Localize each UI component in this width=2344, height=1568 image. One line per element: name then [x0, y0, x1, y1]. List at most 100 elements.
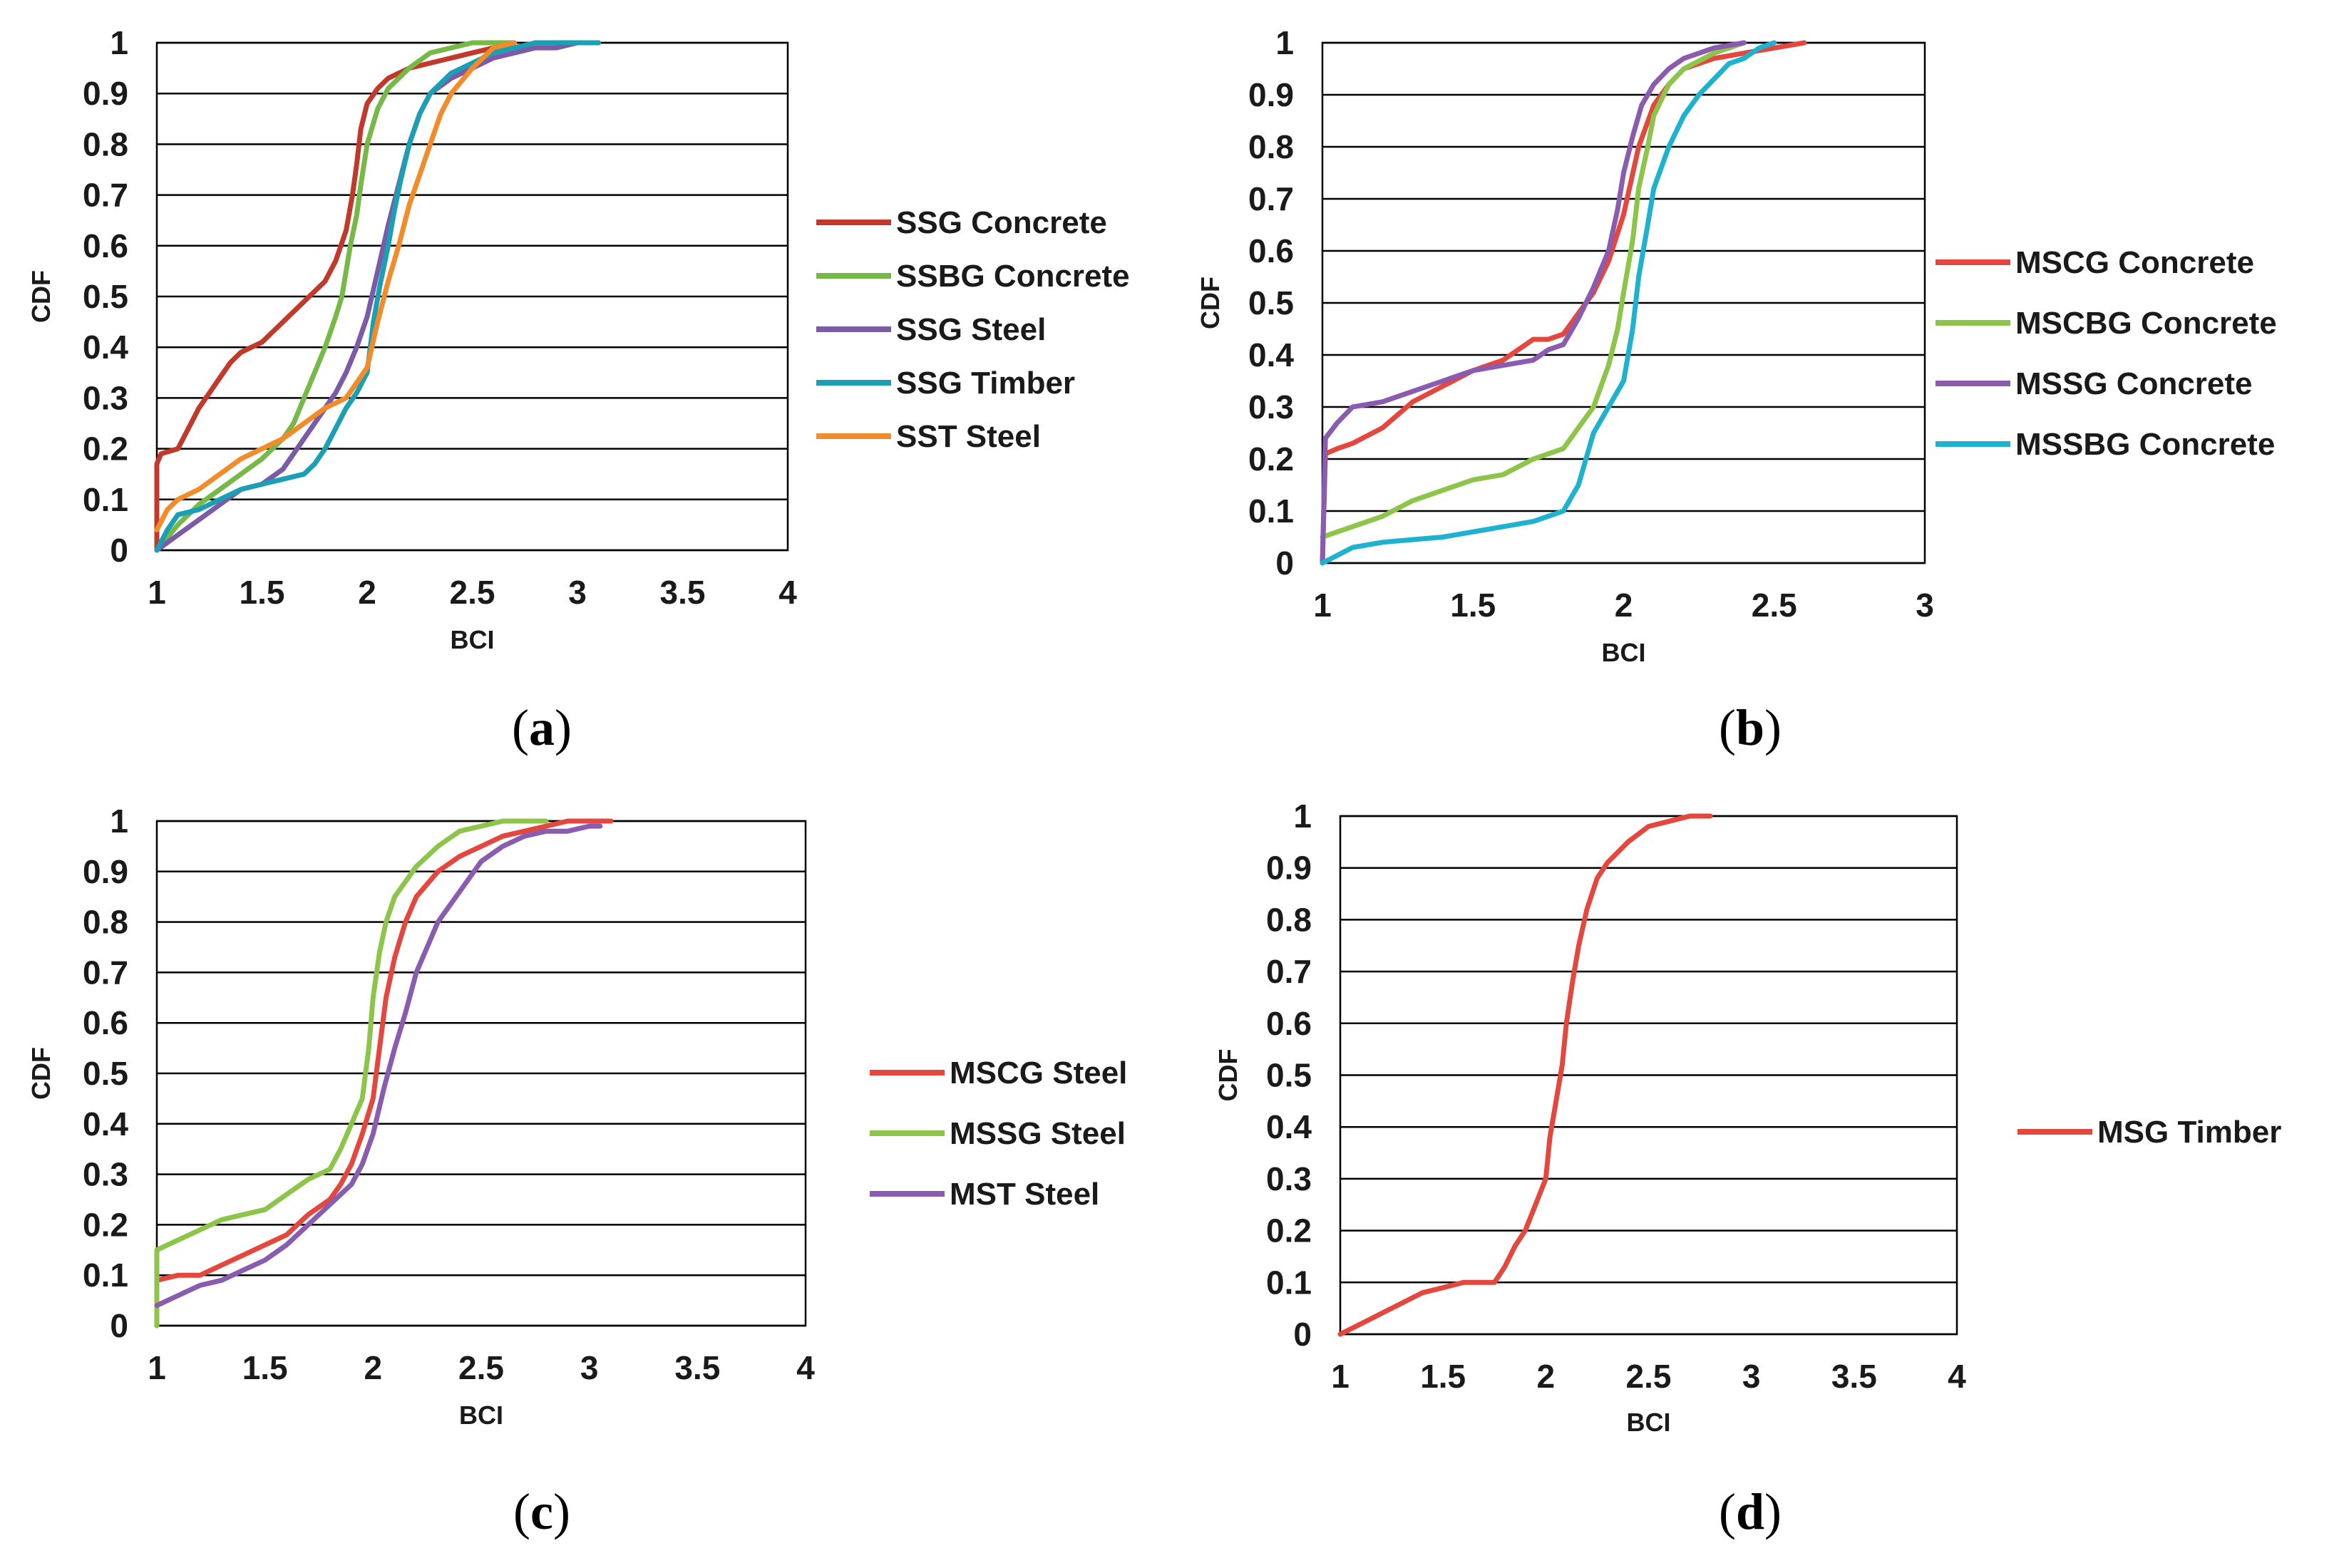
series-line-ssbg-concrete [154, 40, 517, 553]
y-tick-label: 0.7 [83, 177, 128, 214]
y-tick-label: 0.7 [1266, 953, 1312, 990]
series-line-mscg-steel [154, 818, 614, 1329]
y-tick-label: 0.3 [83, 379, 128, 416]
y-tick-label: 0 [110, 1307, 128, 1344]
y-tick-label: 0.7 [83, 954, 128, 991]
x-tick-label: 2 [1537, 1358, 1556, 1395]
y-tick-label: 0.6 [1266, 1005, 1312, 1042]
plot-area [155, 820, 807, 1327]
y-tick-label: 0.3 [1266, 1160, 1312, 1197]
y-tick-label: 0.4 [1248, 336, 1294, 373]
x-tick-label: 3 [568, 574, 587, 611]
x-tick-label: 3.5 [1831, 1358, 1877, 1395]
chart-c: 0 0.1 0.2 0.3 0.4 0.5 0.6 0.7 0.8 0.9 1 1 1.5 2 2.5 3 3.… [26, 803, 1127, 1540]
y-tick-label: 0 [1275, 545, 1294, 582]
x-tick-label: 2.5 [458, 1349, 504, 1386]
y-tick-label: 0.8 [83, 904, 128, 941]
series-line-mst-steel [154, 823, 603, 1309]
y-tick-label: 0.2 [1266, 1212, 1312, 1249]
plot-area [1321, 41, 1926, 564]
x-tick-label: 3 [1916, 587, 1934, 624]
x-tick-label: 1 [148, 1349, 166, 1386]
panel-label: (c) [513, 1483, 570, 1540]
y-tick-label: 0 [110, 532, 128, 569]
chart-a: 0 0.1 0.2 0.3 0.4 0.5 0.6 0.7 0.8 0.9 1 1 1.5 2 2.5 3 3.… [26, 24, 1130, 756]
x-axis-title: BCI [1627, 1408, 1671, 1437]
legend-label: SSG Concrete [896, 205, 1107, 240]
y-tick-label: 0.4 [83, 329, 128, 366]
x-tick-label: 1.5 [1450, 587, 1496, 624]
legend-label: SSG Steel [896, 312, 1046, 347]
legend-label: MST Steel [950, 1177, 1099, 1212]
legend-label: MSSG Concrete [2015, 366, 2253, 401]
y-tick-label: 0.1 [83, 481, 128, 518]
legend-label: SSBG Concrete [896, 259, 1130, 294]
legend-label: SST Steel [896, 419, 1041, 454]
panel-label: (d) [1719, 1483, 1782, 1540]
y-tick-label: 0.2 [83, 430, 128, 468]
y-tick-label: 1 [110, 803, 128, 840]
series-line-mscbg-concrete [1320, 40, 1747, 540]
y-tick-label: 0.9 [1248, 76, 1294, 113]
x-tick-label: 3 [1742, 1358, 1761, 1395]
x-tick-label: 1.5 [240, 574, 285, 611]
y-tick-label: 0 [1293, 1316, 1312, 1353]
series-line-mssbg-concrete [1320, 40, 1777, 566]
y-tick-label: 0.8 [83, 125, 128, 163]
y-axis-title: CDF [26, 270, 56, 323]
legend-label: MSCG Concrete [2015, 245, 2254, 280]
series-line-ssg-concrete [154, 40, 601, 553]
legend-label: MSCBG Concrete [2015, 306, 2277, 341]
plot-area [1339, 815, 1958, 1336]
x-tick-label: 1 [148, 574, 166, 611]
y-tick-label: 0.7 [1248, 180, 1294, 217]
x-tick-label: 1.5 [242, 1349, 288, 1386]
y-tick-label: 0.5 [1248, 284, 1294, 321]
y-tick-label: 0.6 [83, 1004, 128, 1041]
y-tick-label: 0.1 [1248, 492, 1294, 530]
chart-d: 0 0.1 0.2 0.3 0.4 0.5 0.6 0.7 0.8 0.9 1 1 1.5 2 2.5 3 3.… [1213, 798, 2281, 1540]
y-tick-label: 0.8 [1248, 128, 1294, 165]
y-tick-label: 0.3 [83, 1156, 128, 1193]
series-line-msg-timber [1337, 813, 1713, 1337]
y-axis-title: CDF [1196, 277, 1225, 329]
x-tick-label: 2 [364, 1349, 383, 1386]
legend-label: MSCG Steel [950, 1056, 1127, 1090]
legend-label: MSSBG Concrete [2015, 427, 2275, 462]
x-axis-title: BCI [459, 1401, 503, 1430]
y-tick-label: 0.4 [83, 1105, 128, 1143]
x-tick-label: 3 [580, 1349, 599, 1386]
y-tick-label: 0.6 [83, 227, 128, 264]
y-tick-label: 0.6 [1248, 232, 1294, 269]
y-tick-label: 0.5 [1266, 1057, 1312, 1094]
y-tick-label: 0.4 [1266, 1108, 1312, 1145]
legend-label: MSG Timber [2097, 1115, 2281, 1150]
legend-label: MSSG Steel [950, 1116, 1126, 1151]
x-tick-label: 1 [1331, 1358, 1350, 1395]
series-line-sst-steel [154, 40, 517, 532]
y-tick-label: 0.2 [1248, 440, 1294, 478]
x-tick-label: 4 [1948, 1358, 1966, 1395]
y-tick-label: 0.5 [83, 278, 128, 315]
y-tick-label: 0.5 [83, 1055, 128, 1092]
x-tick-label: 3.5 [660, 574, 706, 611]
x-tick-label: 1.5 [1420, 1358, 1466, 1395]
x-tick-label: 2.5 [1752, 587, 1797, 624]
x-tick-label: 2.5 [450, 574, 495, 611]
x-tick-label: 3.5 [674, 1349, 720, 1386]
x-tick-label: 1 [1313, 587, 1332, 624]
y-tick-label: 0.2 [83, 1206, 128, 1243]
y-tick-label: 0.3 [1248, 388, 1294, 425]
x-axis-title: BCI [451, 625, 495, 654]
y-tick-label: 1 [110, 24, 128, 61]
x-tick-label: 4 [778, 574, 797, 611]
y-tick-label: 1 [1293, 798, 1312, 835]
series-line-ssg-timber [154, 40, 601, 553]
y-tick-label: 0.9 [1266, 850, 1312, 887]
y-axis-title: CDF [1213, 1049, 1243, 1102]
y-tick-label: 0.9 [83, 75, 128, 112]
y-axis-title: CDF [26, 1047, 56, 1100]
x-axis-title: BCI [1602, 638, 1646, 667]
chart-b: 0 0.1 0.2 0.3 0.4 0.5 0.6 0.7 0.8 0.9 1 1 1.5 2 2.5 3 BC… [1196, 24, 2277, 756]
